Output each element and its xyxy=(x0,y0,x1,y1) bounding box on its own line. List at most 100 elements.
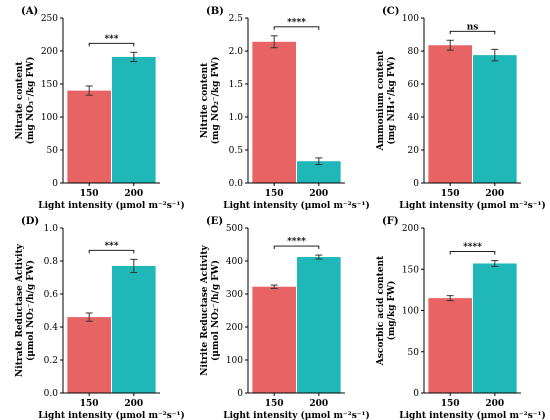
chart-panel-b: (B) 150 200 0.0 0.5 1.0 1.5 2.0 2.5 **** Light int… xyxy=(200,6,370,211)
y-tick-label: 100 xyxy=(402,14,419,24)
panel-label: (D) xyxy=(21,216,39,227)
significance-bracket xyxy=(88,249,135,254)
chart-panel-f: (F) 150 200 0 50 100 150 200 **** Light intensity… xyxy=(376,216,546,420)
y-axis-label: Nitrate content(mg NO₃⁻/kg FW) xyxy=(15,57,36,145)
bar xyxy=(252,41,297,184)
y-tick-label: 150 xyxy=(41,80,58,90)
y-tick-label: 20 xyxy=(408,146,420,156)
y-tick-label: 2.0 xyxy=(229,47,244,57)
x-tick-label: 200 xyxy=(309,399,328,409)
panel-label: (A) xyxy=(21,6,38,17)
bar xyxy=(428,45,473,183)
y-tick-label: 0.5 xyxy=(229,146,244,156)
y-axis-label-line: (mg NO₂⁻/kg FW) xyxy=(210,57,221,145)
x-axis-label: Light intensity (μmol m⁻²s⁻¹) xyxy=(38,200,184,211)
panel-label: (C) xyxy=(382,6,399,17)
x-tick-label: 200 xyxy=(485,399,504,409)
bar xyxy=(111,265,156,393)
significance-label: **** xyxy=(287,18,306,28)
y-axis-label-line: (μmol NO₂⁻/h/g FW) xyxy=(210,260,221,361)
significance-label: *** xyxy=(104,241,118,251)
axes xyxy=(247,18,345,184)
significance-label: ns xyxy=(467,22,479,32)
y-tick-label: 300 xyxy=(226,290,243,300)
bar xyxy=(472,55,517,183)
panel-label: (E) xyxy=(206,216,223,227)
y-axis-label: Nitrite content(mg NO₂⁻/kg FW) xyxy=(200,57,221,145)
y-tick-label: 200 xyxy=(402,224,419,234)
chart-panel-a: (A) 150 200 0 50 100 150 200 250 *** Light intensi… xyxy=(15,6,185,211)
y-tick-label: 0.0 xyxy=(229,179,244,189)
y-axis-label-line: (μmol NO₂⁻/h/g FW) xyxy=(25,260,36,361)
y-tick-label: 500 xyxy=(226,224,243,234)
y-tick-label: 100 xyxy=(41,113,58,123)
x-tick-label: 150 xyxy=(80,399,99,409)
axes xyxy=(423,228,521,394)
panel-label: (B) xyxy=(206,6,224,17)
significance-label: **** xyxy=(287,237,306,247)
y-tick-label: 2.5 xyxy=(229,14,244,24)
significance-bracket xyxy=(88,42,135,47)
axes xyxy=(62,228,160,394)
y-axis-label-line: Nitrite Reductase Activity xyxy=(200,244,210,375)
significance-bracket xyxy=(273,26,320,30)
y-tick-label: 0.0 xyxy=(44,389,59,399)
x-tick-label: 200 xyxy=(485,189,504,199)
significance-bracket xyxy=(449,251,496,255)
bar xyxy=(67,317,112,393)
panel-label: (F) xyxy=(382,216,399,227)
y-tick-label: 0.6 xyxy=(44,290,59,300)
axes xyxy=(62,18,160,184)
y-axis-label-line: Ammonium content xyxy=(376,50,386,152)
significance-bracket xyxy=(449,30,496,35)
x-tick-label: 150 xyxy=(265,399,284,409)
significance-label: *** xyxy=(104,34,118,44)
x-tick-label: 150 xyxy=(441,399,460,409)
bar xyxy=(472,263,517,393)
y-tick-label: 200 xyxy=(41,47,58,57)
bar xyxy=(428,298,473,393)
y-axis-label-line: Nitrate content xyxy=(15,61,25,140)
y-tick-label: 0.2 xyxy=(44,356,58,366)
y-tick-label: 0 xyxy=(413,179,419,189)
y-tick-label: 0 xyxy=(413,389,419,399)
y-tick-label: 0.8 xyxy=(44,257,59,267)
x-tick-label: 200 xyxy=(124,189,143,199)
y-tick-label: 150 xyxy=(402,265,419,275)
x-tick-label: 150 xyxy=(441,189,460,199)
x-tick-label: 150 xyxy=(80,189,99,199)
y-tick-label: 100 xyxy=(226,356,243,366)
bar xyxy=(67,90,112,183)
chart-panel-e: (E) 150 200 0 100 200 300 400 500 **** Light inten… xyxy=(200,216,370,420)
significance-bracket xyxy=(273,245,320,250)
y-axis-label: Ascorbic acid content(mg/kg FW) xyxy=(376,255,397,366)
y-tick-label: 40 xyxy=(408,113,420,123)
x-axis-label: Light intensity (μmol m⁻²s⁻¹) xyxy=(223,200,369,211)
x-axis-label: Light intensity (μmol m⁻²s⁻¹) xyxy=(399,410,545,420)
y-tick-label: 1.5 xyxy=(229,80,244,90)
y-tick-label: 0 xyxy=(237,389,243,399)
y-tick-label: 250 xyxy=(41,14,58,24)
y-tick-label: 0.4 xyxy=(44,323,59,333)
x-axis-label: Light intensity (μmol m⁻²s⁻¹) xyxy=(223,410,369,420)
y-tick-label: 100 xyxy=(402,307,419,317)
x-tick-label: 200 xyxy=(309,189,328,199)
y-tick-label: 50 xyxy=(408,348,420,358)
y-axis-label-line: (mg NO₃⁻/kg FW) xyxy=(25,57,36,145)
x-tick-label: 200 xyxy=(124,399,143,409)
y-tick-label: 200 xyxy=(226,323,243,333)
bar xyxy=(111,56,156,183)
y-tick-label: 60 xyxy=(408,80,420,90)
bar xyxy=(296,257,341,393)
chart-panel-d: (D) 150 200 0.0 0.2 0.4 0.6 0.8 1.0 *** Light inte… xyxy=(15,216,185,420)
axes xyxy=(247,228,345,394)
bar xyxy=(252,286,297,393)
x-axis-label: Light intensity (μmol m⁻²s⁻¹) xyxy=(399,200,545,211)
y-axis-label-line: Ascorbic acid content xyxy=(376,255,386,366)
y-axis-label-line: Nitrite content xyxy=(200,62,210,138)
y-axis-label-line: Nitrate Reductase Activity xyxy=(15,243,25,377)
y-axis-label: Ammonium content(mg NH₄⁺/kg FW) xyxy=(376,50,397,152)
chart-panel-c: (C) 150 200 0 20 40 60 80 100 ns Light intensity (… xyxy=(376,6,546,211)
y-tick-label: 0 xyxy=(52,179,58,189)
